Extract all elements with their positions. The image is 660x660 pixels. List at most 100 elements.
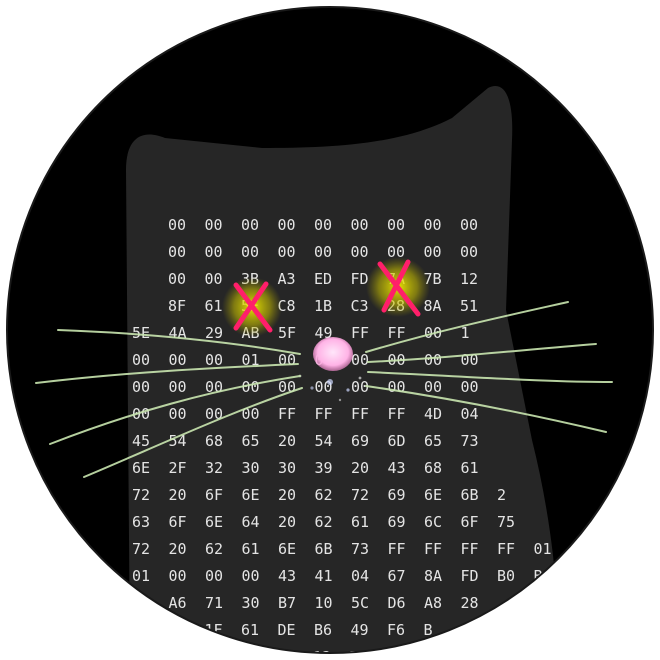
hex-byte: 4D <box>424 405 442 423</box>
hex-byte: 00 <box>169 405 187 423</box>
hex-byte: 8A <box>424 297 442 315</box>
hex-byte: FD <box>461 567 479 585</box>
hex-byte: 00 <box>205 567 223 585</box>
hex-byte: 00 <box>278 216 296 234</box>
hex-byte: 00 <box>424 243 442 261</box>
hex-byte: 00 <box>169 351 187 369</box>
hex-byte: 5C <box>351 594 369 612</box>
hex-byte: 00 <box>424 216 442 234</box>
hex-byte: 00 <box>132 378 150 396</box>
hex-byte: 68 <box>205 432 223 450</box>
hex-byte: 00 <box>388 378 406 396</box>
hex-byte: FF <box>351 324 369 342</box>
hex-byte: 00 <box>168 270 186 288</box>
hex-byte: 67 <box>388 567 406 585</box>
hex-byte: ED <box>314 270 332 288</box>
hex-byte: B <box>424 621 433 639</box>
hex-byte: FD <box>351 270 369 288</box>
hex-byte: 61 <box>351 513 369 531</box>
hex-byte: FF <box>351 405 369 423</box>
hex-byte: B0 <box>497 567 515 585</box>
hex-byte: 00 <box>351 216 369 234</box>
hex-byte: 29 <box>205 324 223 342</box>
hex-byte: 1F <box>205 621 223 639</box>
hex-byte: 71 <box>205 594 223 612</box>
hex-byte: 20 <box>169 486 187 504</box>
hex-byte: 00 <box>424 378 442 396</box>
hex-byte: 01 <box>534 540 552 558</box>
left-eye-x-icon <box>222 277 282 337</box>
hex-byte: 1E <box>240 648 258 660</box>
hex-byte: 30 <box>242 459 260 477</box>
hex-byte: 43 <box>278 567 296 585</box>
hex-byte: 20 <box>278 513 296 531</box>
hex-byte: 1 <box>461 324 470 342</box>
hex-byte: DE <box>278 621 296 639</box>
hex-byte: 54 <box>315 432 333 450</box>
whiskers <box>35 301 613 478</box>
hex-byte: FF <box>461 540 479 558</box>
hex-byte: 28 <box>461 594 479 612</box>
hex-byte: 61 <box>205 297 223 315</box>
hex-byte: DE <box>350 648 368 660</box>
hex-byte: 00 <box>205 243 223 261</box>
hex-byte: A8 <box>424 594 442 612</box>
hex-byte: 39 <box>315 459 333 477</box>
hex-byte: 00 <box>242 567 260 585</box>
hex-byte: 04 <box>351 567 369 585</box>
hex-byte: 12 <box>313 648 331 660</box>
hex-byte: 1B <box>314 297 332 315</box>
hex-byte: 10 <box>315 594 333 612</box>
hex-byte: FF <box>278 405 296 423</box>
hex-byte: 00 <box>460 216 478 234</box>
hex-byte: 63 <box>132 513 150 531</box>
hex-byte: 62 <box>315 486 333 504</box>
hex-byte: 6B <box>461 486 479 504</box>
hex-byte: 00 <box>205 270 223 288</box>
hex-byte: FF <box>315 405 333 423</box>
hex-byte: 00 <box>242 378 260 396</box>
hex-byte: 69 <box>388 513 406 531</box>
hex-byte: 6E <box>205 513 223 531</box>
hex-byte: FF <box>388 324 406 342</box>
hex-byte: 65 <box>424 432 442 450</box>
hex-byte: 2F <box>169 459 187 477</box>
hex-byte: 64 <box>242 513 260 531</box>
hex-byte: 00 <box>242 405 260 423</box>
hex-byte: 6F <box>205 486 223 504</box>
hex-byte: 6F <box>461 513 479 531</box>
hex-byte: 6F <box>169 513 187 531</box>
hex-byte: 72 <box>132 540 150 558</box>
hex-byte: 6D <box>388 432 406 450</box>
hex-byte: 73 <box>351 540 369 558</box>
hex-byte: 5F <box>278 324 296 342</box>
hex-byte: 6E <box>424 486 442 504</box>
hex-byte: 6B <box>315 540 333 558</box>
hex-byte: 20 <box>351 459 369 477</box>
hex-byte: 01 <box>132 567 150 585</box>
hex-byte: 61 <box>461 459 479 477</box>
hex-byte: 12 <box>460 270 478 288</box>
avatar-ring <box>6 6 654 654</box>
hex-byte: 00 <box>241 243 259 261</box>
hex-byte: 65 <box>242 432 260 450</box>
hex-byte: 49 <box>351 621 369 639</box>
hex-byte: 5 <box>386 648 395 660</box>
hex-byte: 00 <box>351 351 369 369</box>
hex-byte: 6C <box>424 513 442 531</box>
hex-byte: 00 <box>241 216 259 234</box>
hex-byte: 6E <box>132 459 150 477</box>
hex-byte: B6 <box>314 621 332 639</box>
hex-byte: 20 <box>169 540 187 558</box>
cat-silhouette <box>126 86 559 653</box>
hex-byte: D6 <box>388 594 406 612</box>
hex-byte: 00 <box>168 216 186 234</box>
hex-byte: 54 <box>169 432 187 450</box>
hex-byte: 30 <box>242 594 260 612</box>
hex-byte: B7 <box>278 594 296 612</box>
hex-byte: 6E <box>278 540 296 558</box>
hex-byte: 20 <box>278 432 296 450</box>
hex-byte: 6E <box>242 486 260 504</box>
hex-byte: 45 <box>132 432 150 450</box>
hex-byte: 00 <box>278 243 296 261</box>
